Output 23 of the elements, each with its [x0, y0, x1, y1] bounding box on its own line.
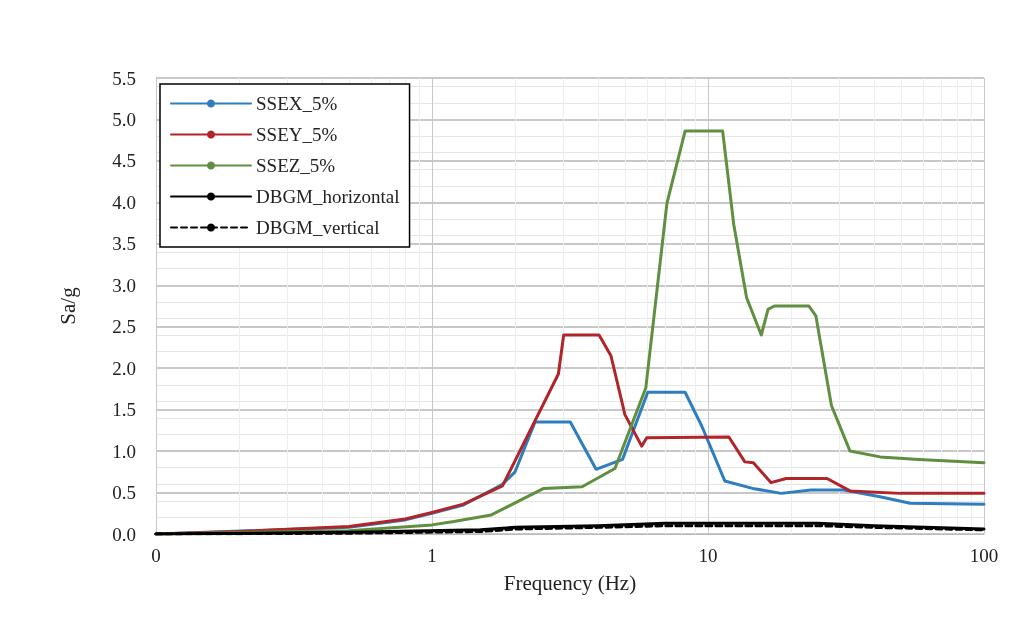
x-tick-label: 0	[151, 545, 161, 566]
legend-label: SSEZ_5%	[256, 155, 336, 176]
y-tick-label: 2.0	[112, 357, 136, 379]
legend-label: DBGM_horizontal	[256, 186, 400, 207]
y-tick-label: 0.5	[112, 482, 136, 504]
y-tick-label: 1.5	[112, 399, 136, 421]
legend-label: DBGM_vertical	[256, 217, 380, 238]
y-axis-title: Sa/g	[55, 286, 80, 325]
y-tick-label: 5.0	[112, 108, 136, 130]
x-tick-label: 10	[698, 545, 718, 566]
legend-label: SSEX_5%	[256, 93, 338, 114]
y-tick-label: 1.0	[112, 440, 136, 462]
y-tick-label: 0.0	[112, 523, 136, 545]
legend-label: SSEY_5%	[256, 124, 338, 145]
y-tick-label: 2.5	[112, 316, 136, 338]
y-tick-label: 5.5	[112, 67, 136, 89]
y-tick-label: 4.0	[112, 191, 136, 213]
y-tick-label: 4.5	[112, 150, 136, 172]
x-axis-title: Frequency (Hz)	[503, 570, 637, 595]
x-tick-label: 1	[427, 545, 437, 566]
y-tick-label: 3.5	[112, 233, 136, 255]
y-tick-label: 3.0	[112, 274, 136, 296]
x-tick-label: 100	[969, 545, 999, 566]
